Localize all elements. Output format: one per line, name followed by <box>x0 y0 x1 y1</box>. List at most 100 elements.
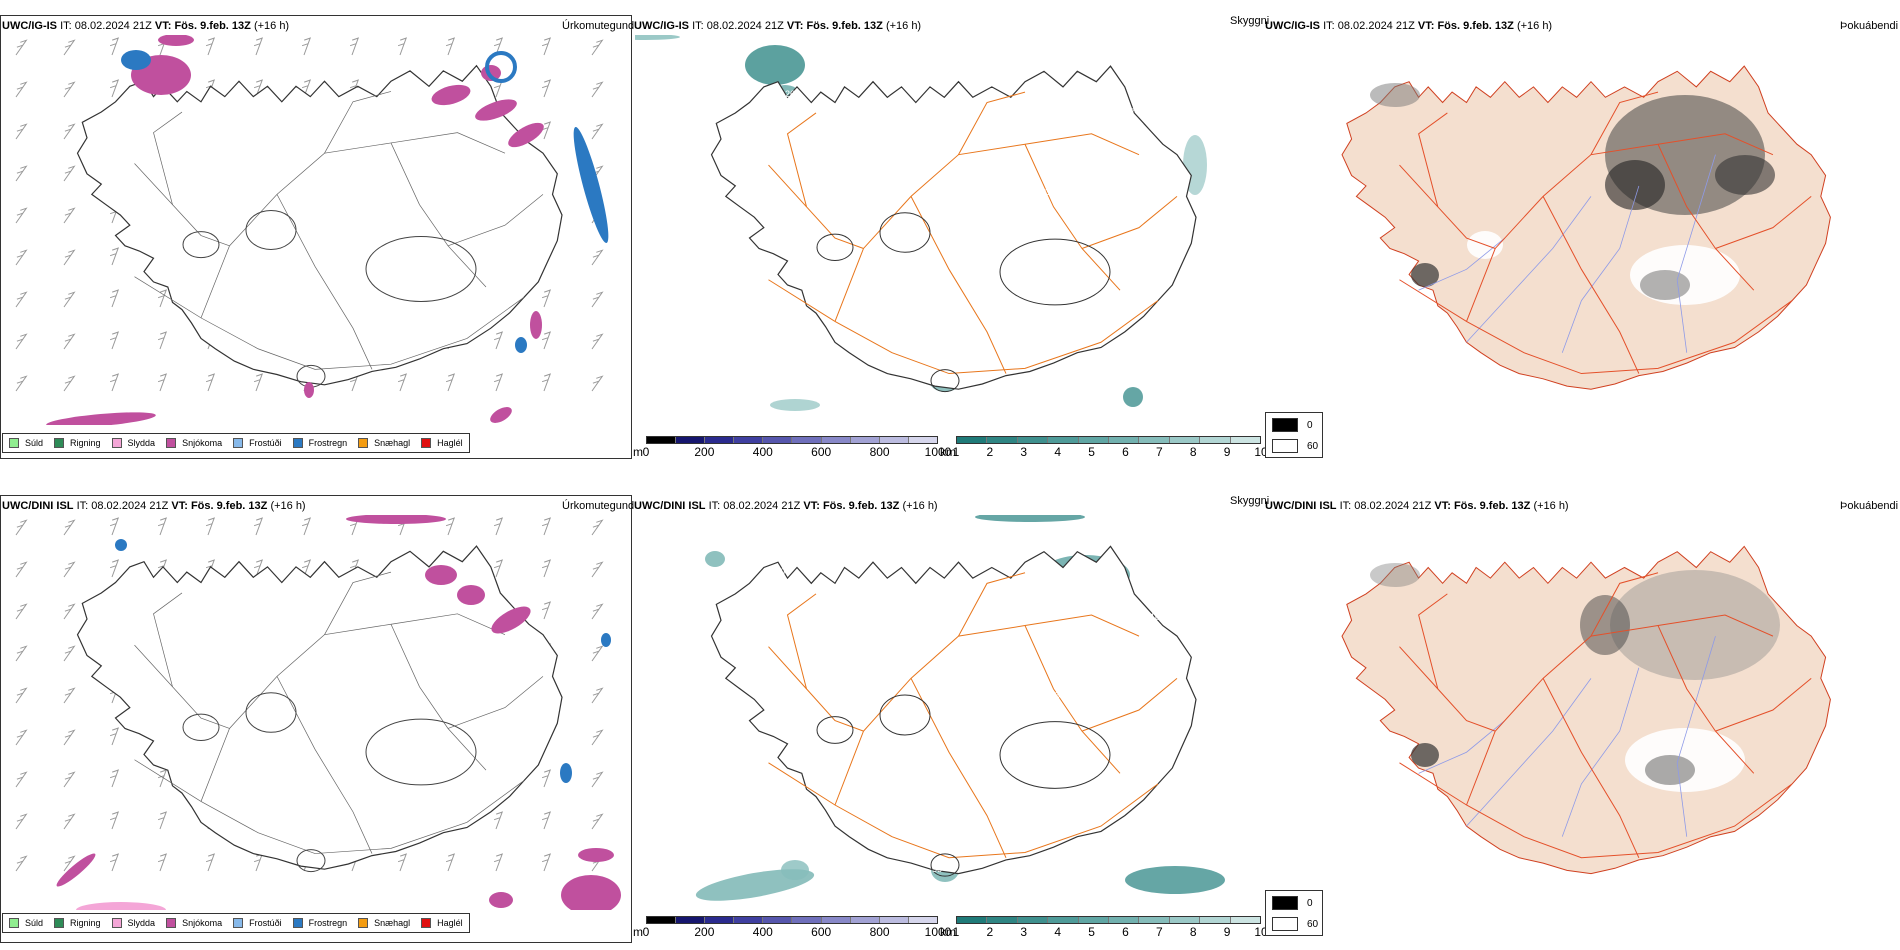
sky-legend-bottom: 0 60 <box>1265 890 1323 936</box>
colorbar-segment <box>1048 437 1079 443</box>
sky-legend-top: 0 60 <box>1265 412 1323 458</box>
sky-row: 0 <box>1272 418 1313 432</box>
swatch <box>358 918 369 928</box>
precip-legend-bottom: Súld Rigning Slydda Snjókoma Frostúði Fr… <box>2 913 470 933</box>
iceland-coastline <box>1341 545 1831 875</box>
it-label: IT: <box>1323 20 1335 32</box>
legend-label: Slydda <box>127 438 156 448</box>
map-label: 33 <box>1050 690 1060 700</box>
vt-value: Fös. 9.feb. 13Z <box>174 20 251 32</box>
colorbar-tick: 1000 <box>924 925 952 939</box>
legend-item-haglel: Haglél <box>421 918 463 928</box>
legend-label: Slydda <box>127 918 156 928</box>
legend-label: Snjókoma <box>182 918 223 928</box>
colorbar-tick: 9 <box>1223 445 1231 459</box>
iceland-map-precip-top <box>15 35 609 425</box>
colorbar-tick: 200 <box>694 925 715 939</box>
model-name: UWC/DINI ISL <box>1265 500 1337 512</box>
colorbar-segment <box>850 917 880 923</box>
precip-type-map-top <box>1 35 631 425</box>
colorbar-tick: 10 <box>1254 925 1268 939</box>
colorbar-segment <box>763 437 793 443</box>
it-label: IT: <box>692 20 704 32</box>
map-label: 55 <box>932 864 942 874</box>
it-label: IT: <box>60 20 72 32</box>
colorbar-segment <box>908 917 937 923</box>
colorbar-tick: 1000 <box>924 445 952 459</box>
swatch <box>421 438 432 448</box>
vt-label: VT: <box>786 20 804 32</box>
ceiling-labels: 40 55 31 310 33 36 55 <box>775 567 1160 874</box>
colorbar-segment <box>1169 437 1201 443</box>
colorbar-segment <box>879 917 909 923</box>
glacier-outlines <box>816 212 1111 393</box>
map-label: 35 <box>1045 187 1055 197</box>
it-label: IT: <box>1339 500 1352 512</box>
panel-header-top-right: UWC/IG-IS IT: 08.02.2024 21Z VT: Fös. 9.… <box>1265 20 1552 32</box>
colorbar-tick: 3 <box>1020 445 1028 459</box>
map-label: 17 <box>937 375 947 385</box>
vt-label: VT: <box>1434 500 1451 512</box>
colorbar-tick: 8 <box>1189 925 1197 939</box>
panel-header-bottom-left: UWC/DINI ISL IT: 08.02.2024 21Z VT: Fös.… <box>2 500 306 512</box>
map-label: 310 <box>1145 612 1160 622</box>
sky-label: 60 <box>1307 918 1319 930</box>
vt-label: VT: <box>1417 20 1435 32</box>
colorbar-tick: 5 <box>1088 445 1095 459</box>
map-label: 792 <box>1115 187 1130 197</box>
colorbar-segment <box>647 437 677 443</box>
colorbar-tick: 7 <box>1155 925 1163 939</box>
colorbar-segment <box>1017 917 1049 923</box>
iceland-coastline <box>710 545 1197 875</box>
vt-label: VT: <box>154 20 172 32</box>
legend-item-slydda: Slydda <box>111 918 156 928</box>
ceiling-unit-top: m <box>633 445 643 459</box>
legend-item-frostregn: Frostregn <box>292 438 348 448</box>
colorbar-segment <box>734 437 764 443</box>
swatch <box>166 438 177 448</box>
colorbar-segment <box>676 917 706 923</box>
legend-label: Frostúði <box>249 438 282 448</box>
ceiling-colorbar-bottom <box>646 916 938 924</box>
legend-label: Snjókoma <box>182 438 223 448</box>
colorbar-segment <box>850 437 880 443</box>
colorbar-segment <box>908 437 937 443</box>
legend-item-snjokoma: Snjókoma <box>166 918 222 928</box>
cloud-title: Skyggni <box>1230 15 1270 27</box>
colorbar-segment <box>1139 917 1170 923</box>
legend-label: Frostregn <box>308 438 348 448</box>
colorbar-tick: 3 <box>1020 925 1028 939</box>
legend-item-rigning: Rigning <box>54 918 101 928</box>
sky-label: 0 <box>1307 897 1313 909</box>
road-network <box>768 572 1178 859</box>
model-name: UWC/IG-IS <box>1265 20 1320 32</box>
colorbar-segment <box>647 917 677 923</box>
colorbar-segment <box>1109 917 1140 923</box>
legend-item-slydda: Slydda <box>111 438 156 448</box>
sky-row: 0 <box>1272 896 1313 910</box>
sky-row: 60 <box>1272 439 1318 453</box>
it-value: 08.02.2024 21Z <box>1354 500 1432 512</box>
legend-label: Súld <box>25 438 44 448</box>
legend-label: Snæhagl <box>374 918 411 928</box>
colorbar-segment <box>1139 437 1170 443</box>
swatch <box>1272 439 1298 453</box>
model-name: UWC/IG-IS <box>634 20 689 32</box>
colorbar-segment <box>1078 437 1110 443</box>
model-name: UWC/DINI ISL <box>634 500 706 512</box>
iceland-coastline <box>76 64 563 386</box>
lead-time: (+16 h) <box>1533 500 1569 512</box>
swatch <box>54 918 65 928</box>
colorbar-tick: 800 <box>869 445 890 459</box>
colorbar-tick: 7 <box>1155 445 1163 459</box>
iceland-coastline <box>76 545 563 870</box>
iceland-map-precip-bottom <box>15 515 621 910</box>
colorbar-tick: 8 <box>1189 445 1197 459</box>
colorbar-segment <box>1169 917 1201 923</box>
map-label: 40 <box>775 567 785 577</box>
swatch <box>111 918 122 928</box>
panel-header-bottom-right: UWC/DINI ISL IT: 08.02.2024 21Z VT: Fös.… <box>1265 500 1569 512</box>
colorbar-segment <box>821 437 851 443</box>
colorbar-segment <box>957 917 988 923</box>
colorbar-segment <box>1048 917 1079 923</box>
